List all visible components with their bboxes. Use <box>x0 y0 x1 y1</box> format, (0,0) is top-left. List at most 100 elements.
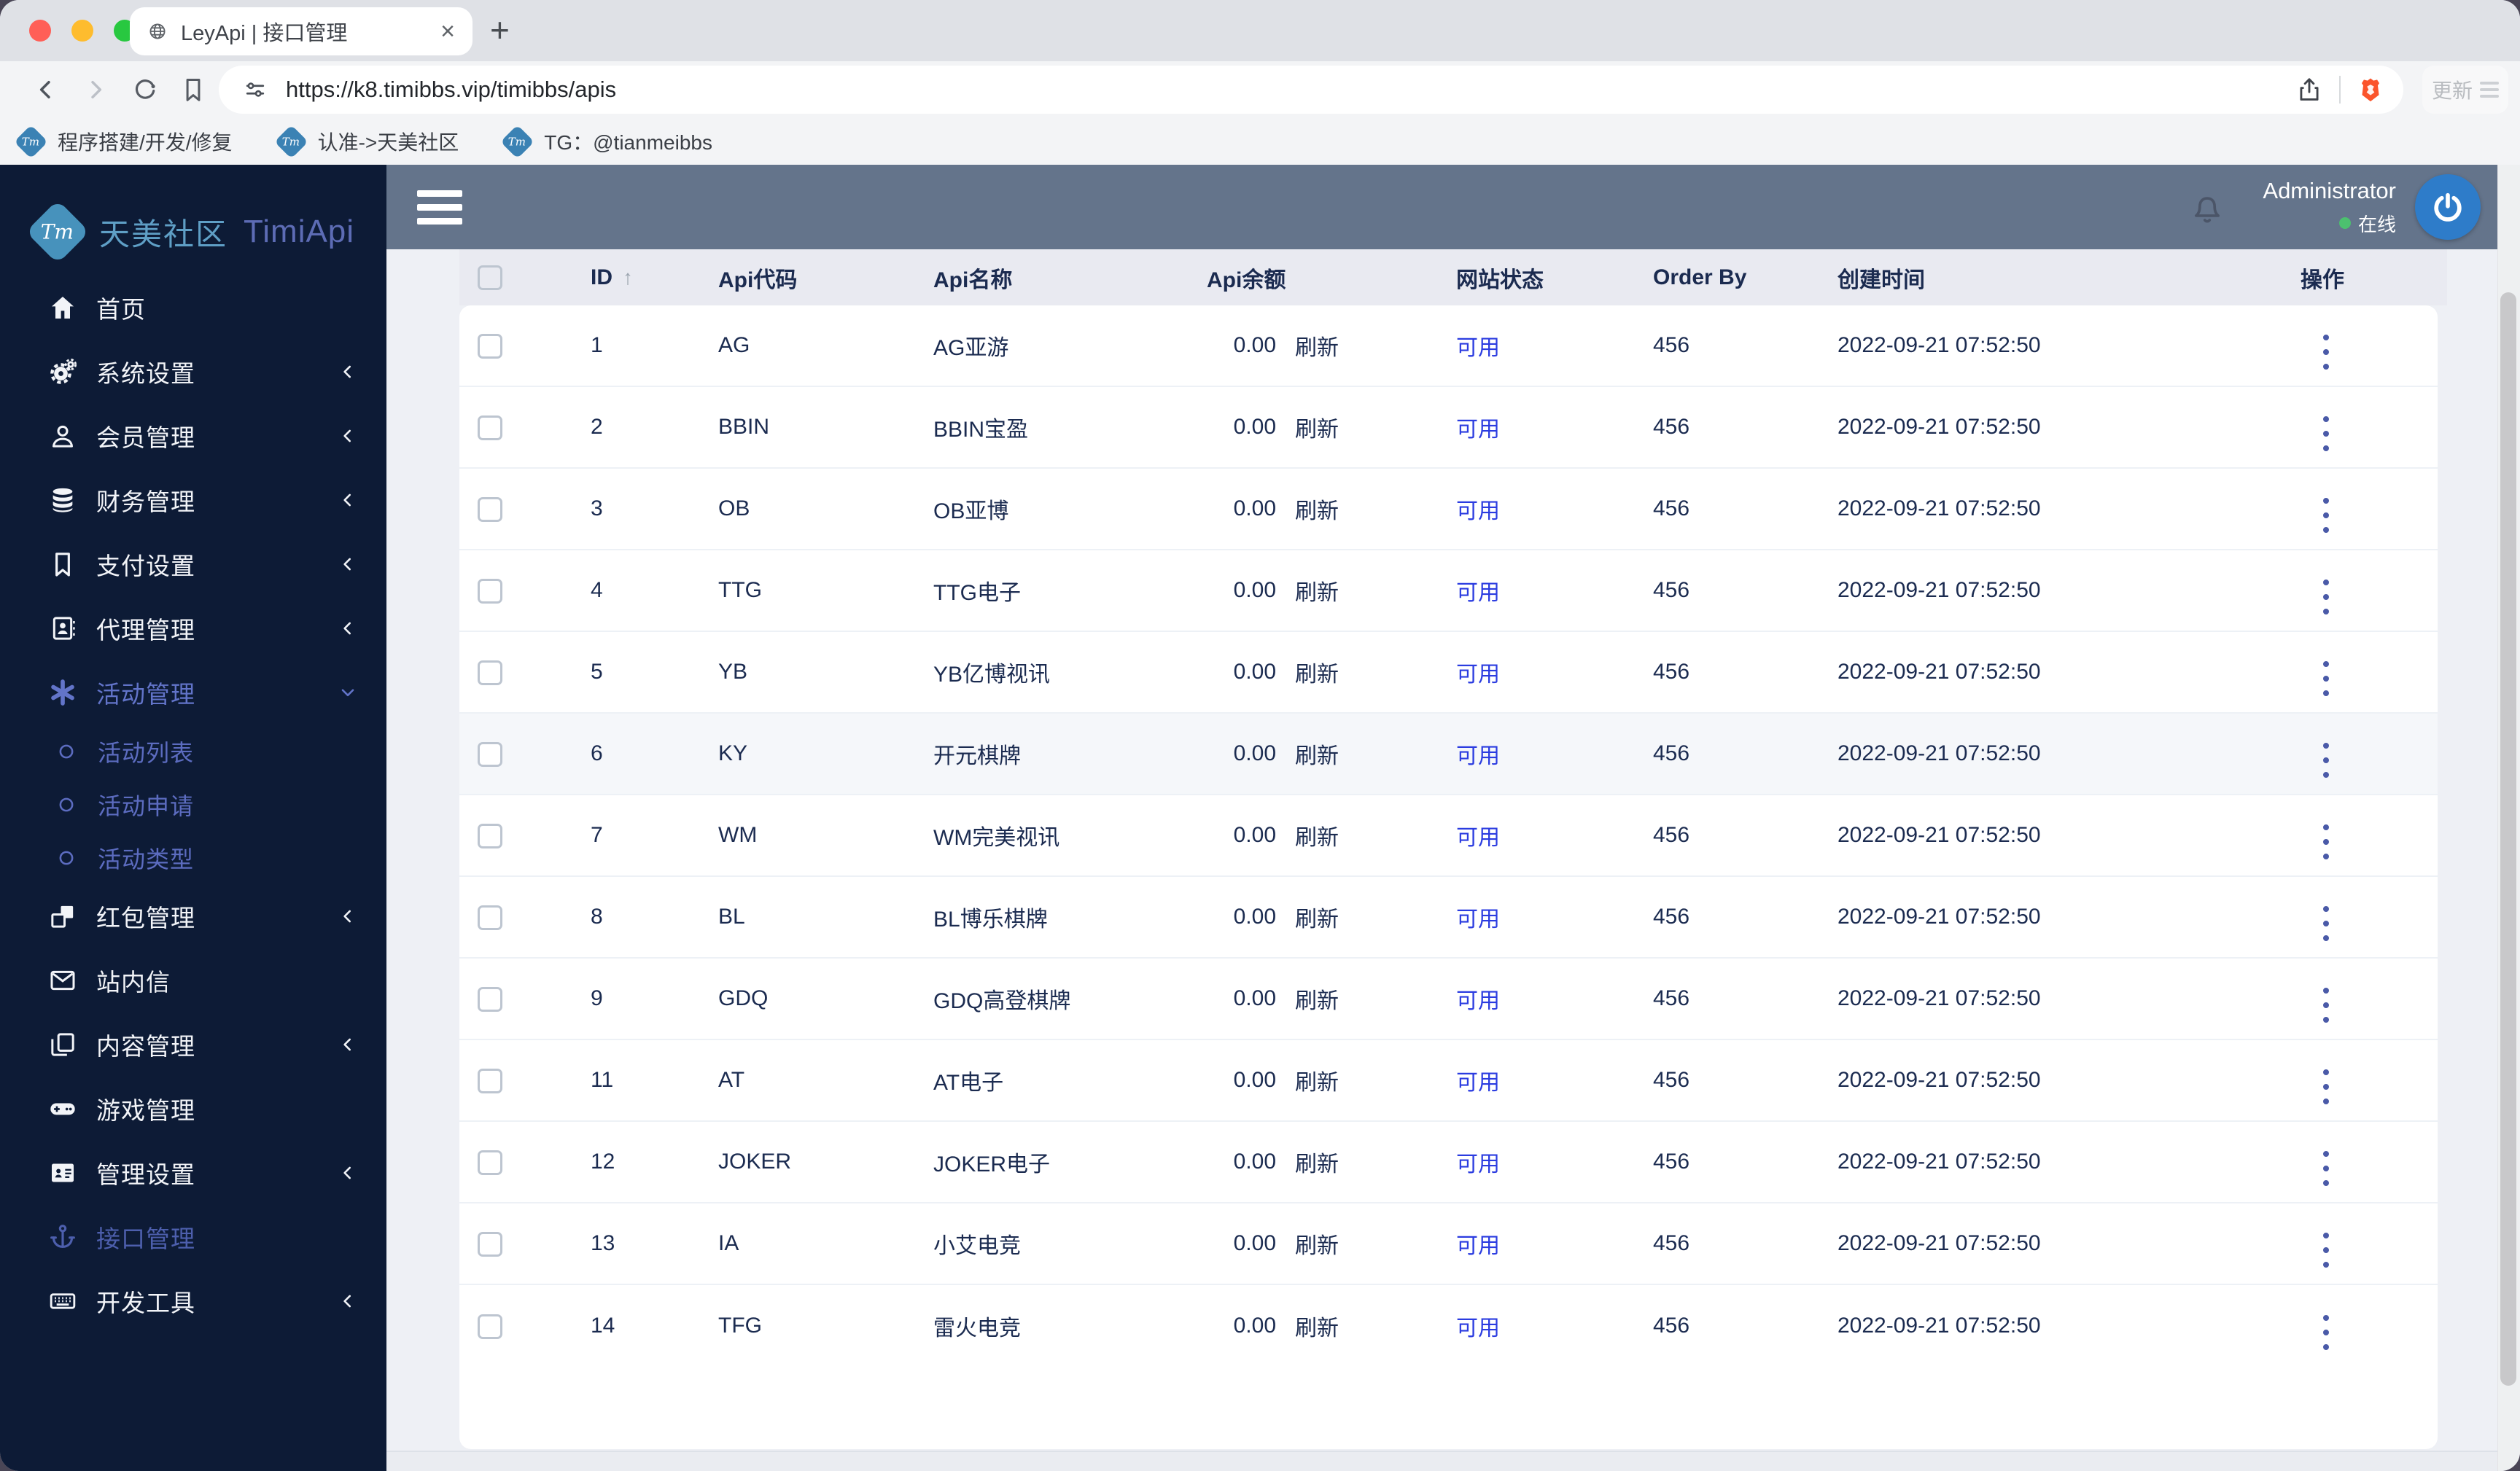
row-actions-menu-icon[interactable] <box>2323 580 2329 614</box>
row-checkbox[interactable] <box>478 578 502 604</box>
refresh-link[interactable]: 刷新 <box>1295 663 1339 687</box>
traffic-minimize-button[interactable] <box>71 20 93 42</box>
row-actions-menu-icon[interactable] <box>2323 1069 2329 1104</box>
select-all-checkbox[interactable] <box>478 265 502 291</box>
row-actions-menu-icon[interactable] <box>2323 498 2329 533</box>
bookmark-item[interactable]: Tm TG：@tianmeibbs <box>500 124 712 159</box>
row-checkbox[interactable] <box>478 333 502 359</box>
reload-icon[interactable] <box>131 76 159 104</box>
sidebar-item-游戏管理[interactable]: 游戏管理 <box>0 1077 386 1141</box>
brave-shields-icon[interactable] <box>2357 76 2384 104</box>
sidebar-item-管理设置[interactable]: 管理设置 <box>0 1141 386 1205</box>
user-menu[interactable]: Administrator 在线 <box>2263 178 2396 237</box>
bookmark-page-icon[interactable] <box>179 76 207 104</box>
status-link[interactable]: 可用 <box>1456 1071 1500 1095</box>
refresh-link[interactable]: 刷新 <box>1295 499 1339 523</box>
status-link[interactable]: 可用 <box>1456 744 1500 768</box>
row-checkbox[interactable] <box>478 741 502 767</box>
refresh-link[interactable]: 刷新 <box>1295 1316 1339 1341</box>
bookmarks-bar: Tm 程序搭建/开发/修复 Tm 认准->天美社区 Tm TG：@tianmeibbs <box>0 118 2520 165</box>
notifications-bell-icon[interactable] <box>2188 188 2226 226</box>
avatar[interactable] <box>2415 174 2481 240</box>
status-link[interactable]: 可用 <box>1456 1234 1500 1258</box>
refresh-link[interactable]: 刷新 <box>1295 418 1339 442</box>
row-checkbox[interactable] <box>478 986 502 1012</box>
row-actions-menu-icon[interactable] <box>2323 661 2329 696</box>
cell-api-code: AG <box>718 333 750 357</box>
status-link[interactable]: 可用 <box>1456 1316 1500 1341</box>
url-text[interactable]: https://k8.timibbs.vip/timibbs/apis <box>286 77 617 102</box>
status-link[interactable]: 可用 <box>1456 663 1500 687</box>
status-link[interactable]: 可用 <box>1456 908 1500 932</box>
refresh-link[interactable]: 刷新 <box>1295 1071 1339 1095</box>
traffic-close-button[interactable] <box>29 20 51 42</box>
sidebar-toggle-icon[interactable] <box>417 190 462 225</box>
new-tab-button[interactable]: + <box>490 11 510 49</box>
row-actions-menu-icon[interactable] <box>2323 1315 2329 1350</box>
status-link[interactable]: 可用 <box>1456 826 1500 850</box>
refresh-link[interactable]: 刷新 <box>1295 744 1339 768</box>
row-actions-menu-icon[interactable] <box>2323 335 2329 370</box>
refresh-link[interactable]: 刷新 <box>1295 336 1339 360</box>
status-link[interactable]: 可用 <box>1456 989 1500 1013</box>
sidebar-item-站内信[interactable]: 站内信 <box>0 948 386 1012</box>
refresh-link[interactable]: 刷新 <box>1295 989 1339 1013</box>
site-controls-icon[interactable] <box>242 77 268 103</box>
row-checkbox[interactable] <box>478 660 502 685</box>
row-checkbox[interactable] <box>478 415 502 440</box>
bookmark-item[interactable]: Tm 程序搭建/开发/修复 <box>14 124 233 159</box>
row-checkbox[interactable] <box>478 1314 502 1339</box>
row-checkbox[interactable] <box>478 1150 502 1175</box>
row-actions-menu-icon[interactable] <box>2323 743 2329 778</box>
app-logo[interactable]: Tm 天美社区 TimiApi <box>0 197 386 267</box>
browser-update-button[interactable]: 更新 <box>2422 66 2508 114</box>
sidebar-item-财务管理[interactable]: 财务管理 <box>0 468 386 532</box>
row-checkbox[interactable] <box>478 1231 502 1257</box>
forward-icon[interactable] <box>82 76 109 104</box>
url-bar[interactable]: https://k8.timibbs.vip/timibbs/apis <box>219 66 2403 114</box>
refresh-link[interactable]: 刷新 <box>1295 1234 1339 1258</box>
row-checkbox[interactable] <box>478 496 502 522</box>
sidebar-item-活动管理[interactable]: 活动管理 <box>0 660 386 725</box>
status-link[interactable]: 可用 <box>1456 499 1500 523</box>
share-icon[interactable] <box>2295 76 2323 104</box>
sidebar-item-活动申请[interactable]: 活动申请 <box>0 778 386 831</box>
column-header-id[interactable]: ID ↑ <box>591 265 633 289</box>
row-checkbox[interactable] <box>478 905 502 930</box>
row-actions-menu-icon[interactable] <box>2323 1151 2329 1186</box>
sidebar-item-红包管理[interactable]: 红包管理 <box>0 884 386 948</box>
sidebar-item-支付设置[interactable]: 支付设置 <box>0 532 386 596</box>
row-actions-menu-icon[interactable] <box>2323 1233 2329 1268</box>
cell-order: 456 <box>1653 660 1690 684</box>
refresh-link[interactable]: 刷新 <box>1295 826 1339 850</box>
status-link[interactable]: 可用 <box>1456 336 1500 360</box>
sidebar-item-内容管理[interactable]: 内容管理 <box>0 1012 386 1077</box>
browser-menu-icon[interactable] <box>2480 82 2499 98</box>
cell-api-code: IA <box>718 1231 739 1255</box>
scrollbar-thumb[interactable] <box>2500 292 2516 1386</box>
row-actions-menu-icon[interactable] <box>2323 416 2329 451</box>
refresh-link[interactable]: 刷新 <box>1295 1152 1339 1177</box>
sidebar-item-首页[interactable]: 首页 <box>0 276 386 340</box>
sidebar-item-活动列表[interactable]: 活动列表 <box>0 725 386 778</box>
sidebar-item-接口管理[interactable]: 接口管理 <box>0 1205 386 1269</box>
browser-tab[interactable]: LeyApi | 接口管理 × <box>130 7 472 55</box>
row-actions-menu-icon[interactable] <box>2323 824 2329 859</box>
sidebar-item-系统设置[interactable]: 系统设置 <box>0 340 386 404</box>
refresh-link[interactable]: 刷新 <box>1295 581 1339 605</box>
status-link[interactable]: 可用 <box>1456 1152 1500 1177</box>
row-checkbox[interactable] <box>478 1068 502 1093</box>
sidebar-item-代理管理[interactable]: 代理管理 <box>0 596 386 660</box>
refresh-link[interactable]: 刷新 <box>1295 908 1339 932</box>
row-actions-menu-icon[interactable] <box>2323 906 2329 941</box>
sidebar-item-会员管理[interactable]: 会员管理 <box>0 404 386 468</box>
status-link[interactable]: 可用 <box>1456 581 1500 605</box>
status-link[interactable]: 可用 <box>1456 418 1500 442</box>
sidebar-item-活动类型[interactable]: 活动类型 <box>0 831 386 884</box>
back-icon[interactable] <box>32 76 60 104</box>
sidebar-item-开发工具[interactable]: 开发工具 <box>0 1269 386 1333</box>
tab-close-icon[interactable]: × <box>440 17 455 45</box>
bookmark-item[interactable]: Tm 认准->天美社区 <box>273 124 459 159</box>
row-checkbox[interactable] <box>478 823 502 848</box>
row-actions-menu-icon[interactable] <box>2323 988 2329 1023</box>
